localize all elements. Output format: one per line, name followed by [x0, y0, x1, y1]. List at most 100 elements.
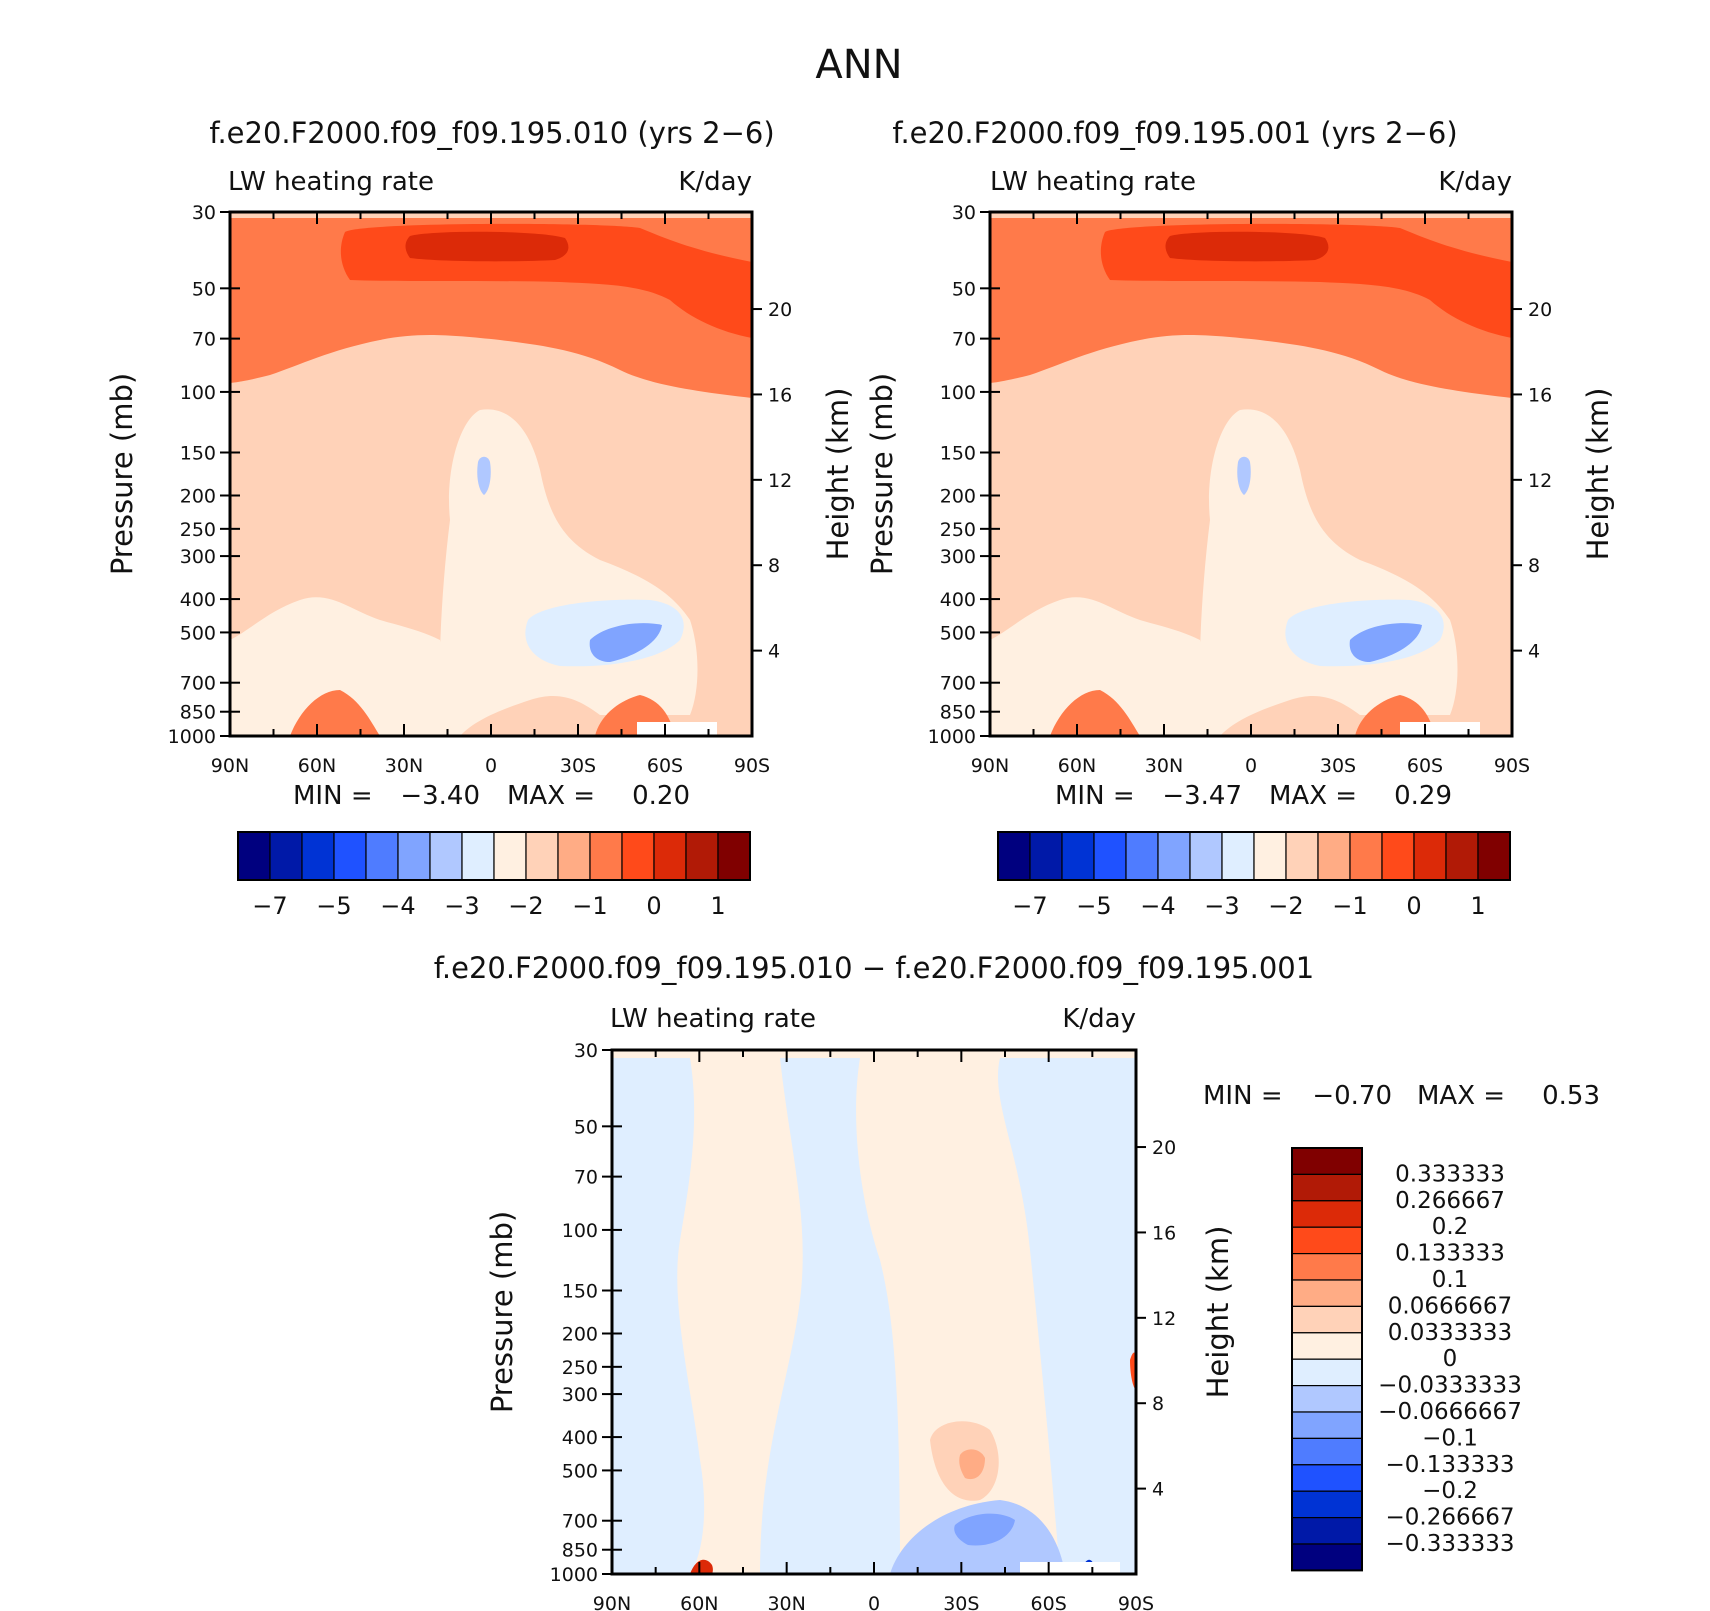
y2-tick-label: 4: [1528, 641, 1540, 663]
x-tick-label: 60N: [680, 1593, 718, 1611]
y-axis-label: Pressure (mb): [485, 1211, 519, 1413]
contour-lower-band: [990, 597, 1220, 736]
stat-min-value: −3.40: [400, 781, 480, 811]
colorbar-label: −7: [1012, 892, 1047, 920]
colorbar-swatch: [557, 831, 591, 881]
y-tick-label: 250: [562, 1357, 598, 1379]
x-tick-label: 0: [868, 1593, 880, 1611]
colorbar-label: −0.133333: [1385, 1452, 1514, 1478]
contour-negative-band-nh: [612, 1058, 705, 1574]
x-tick-label: 30S: [560, 755, 596, 777]
x-tick-label: 60S: [647, 755, 683, 777]
units-label: K/day: [678, 167, 752, 197]
x-tick-label: 0: [485, 755, 497, 777]
colorbar-label: −2: [1268, 892, 1303, 920]
x-tick-label: 0: [1245, 755, 1257, 777]
x-tick-label: 30N: [767, 1593, 805, 1611]
colorbar-label: 0.333333: [1395, 1161, 1505, 1187]
contour-negative-surface-core: [954, 1513, 1015, 1546]
y-tick-label: 100: [180, 382, 216, 404]
y-tick-label: 300: [180, 546, 216, 568]
stat-max-value: 0.53: [1542, 1081, 1600, 1111]
y-tick-label: 700: [562, 1511, 598, 1533]
colorbar-swatch: [493, 831, 527, 881]
y2-axis-label: Height (km): [1201, 1226, 1235, 1399]
y-tick-label: 200: [180, 485, 216, 507]
colorbar-swatch: [1381, 831, 1415, 881]
y2-tick-label: 16: [768, 384, 792, 406]
colorbar-swatch: [1291, 1437, 1363, 1466]
colorbar-swatch: [589, 831, 623, 881]
y-tick-label: 30: [952, 202, 976, 224]
x-ticks: 90N 60N 30N 0 30S 60S 90S: [971, 212, 1530, 777]
y-tick-label: 70: [574, 1167, 598, 1189]
contour-low-negative-core: [1349, 623, 1422, 662]
x-tick-label: 60S: [1407, 755, 1443, 777]
panel-title: f.e20.F2000.f09_f09.195.010 − f.e20.F200…: [434, 951, 1314, 985]
colorbar-label: 0: [1406, 892, 1421, 920]
y-tick-label: 50: [952, 278, 976, 300]
y-tick-label: 300: [940, 546, 976, 568]
y-tick-label: 30: [574, 1040, 598, 1062]
colorbar-label: −0.0333333: [1378, 1373, 1522, 1399]
y2-tick-label: 12: [1528, 470, 1552, 492]
colorbar-swatch: [717, 831, 751, 881]
contour-positive-surface-nh: [690, 1559, 713, 1574]
y-tick-label: 150: [180, 443, 216, 465]
colorbar: −7 −5 −4 −3 −2 −1 0 1: [997, 831, 1511, 920]
colorbar-swatch: [365, 831, 399, 881]
panel-run-001: f.e20.F2000.f09_f09.195.001 (yrs 2−6) LW…: [865, 116, 1615, 920]
colorbar-swatch: [397, 831, 431, 881]
x-tick-label: 60N: [1058, 755, 1096, 777]
contour-negative-band-sh: [997, 1058, 1136, 1574]
y-tick-label: 400: [562, 1427, 598, 1449]
colorbar-swatch: [1285, 831, 1319, 881]
colorbar-swatch: [621, 831, 655, 881]
colorbar-swatch: [1093, 831, 1127, 881]
x-tick-label: 90N: [971, 755, 1009, 777]
colorbar-swatch: [1291, 1543, 1363, 1571]
y2-tick-label: 20: [1528, 299, 1552, 321]
y-tick-label: 500: [562, 1460, 598, 1482]
colorbar-swatch: [1253, 831, 1287, 881]
colorbar-swatch: [1291, 1411, 1363, 1439]
colorbar-label: −3: [1204, 892, 1239, 920]
missing-data-patch: [1400, 722, 1480, 736]
colorbar-label: −0.266667: [1385, 1505, 1514, 1531]
panel-title: f.e20.F2000.f09_f09.195.001 (yrs 2−6): [892, 116, 1457, 150]
colorbar-label: −5: [1076, 892, 1111, 920]
contour-negative-band-tropics: [760, 1058, 900, 1574]
y2-tick-label: 16: [1528, 384, 1552, 406]
colorbar-swatch: [1291, 1279, 1363, 1307]
colorbar-swatch: [1291, 1464, 1363, 1492]
y-tick-label: 700: [180, 673, 216, 695]
y-tick-label: 500: [940, 622, 976, 644]
colorbar-label: 0: [1443, 1346, 1458, 1372]
y-axis-label: Pressure (mb): [865, 373, 899, 575]
x-ticks: 90N 60N 30N 0 30S 60S 90S: [211, 212, 770, 777]
x-tick-label: 30S: [943, 1593, 979, 1611]
colorbar-swatch: [1291, 1516, 1363, 1545]
colorbar-swatch: [269, 831, 303, 881]
colorbar-label: 0.1: [1432, 1267, 1469, 1293]
stat-min-label: MIN =: [1055, 781, 1135, 811]
colorbar-swatch: [1291, 1252, 1363, 1281]
colorbar-label: −1: [572, 892, 607, 920]
colorbar-label: −4: [380, 892, 415, 920]
colorbar-swatch: [429, 831, 463, 881]
x-tick-label: 60S: [1031, 1593, 1067, 1611]
y-tick-label: 1000: [168, 726, 216, 748]
stat-max-label: MAX =: [1417, 1081, 1505, 1111]
colorbar-label: −0.0666667: [1378, 1399, 1522, 1425]
y-tick-label: 200: [940, 485, 976, 507]
y-tick-label: 100: [562, 1220, 598, 1242]
y-tick-label: 70: [192, 329, 216, 351]
stat-max-value: 0.29: [1394, 781, 1452, 811]
contour-low-negative-core: [589, 623, 662, 662]
colorbar-label: −0.333333: [1385, 1531, 1514, 1557]
y2-tick-label: 12: [1152, 1308, 1176, 1330]
colorbar-swatch: [1291, 1226, 1363, 1255]
variable-label: LW heating rate: [610, 1004, 816, 1034]
colorbar-label: 1: [710, 892, 725, 920]
y-tick-label: 300: [562, 1384, 598, 1406]
